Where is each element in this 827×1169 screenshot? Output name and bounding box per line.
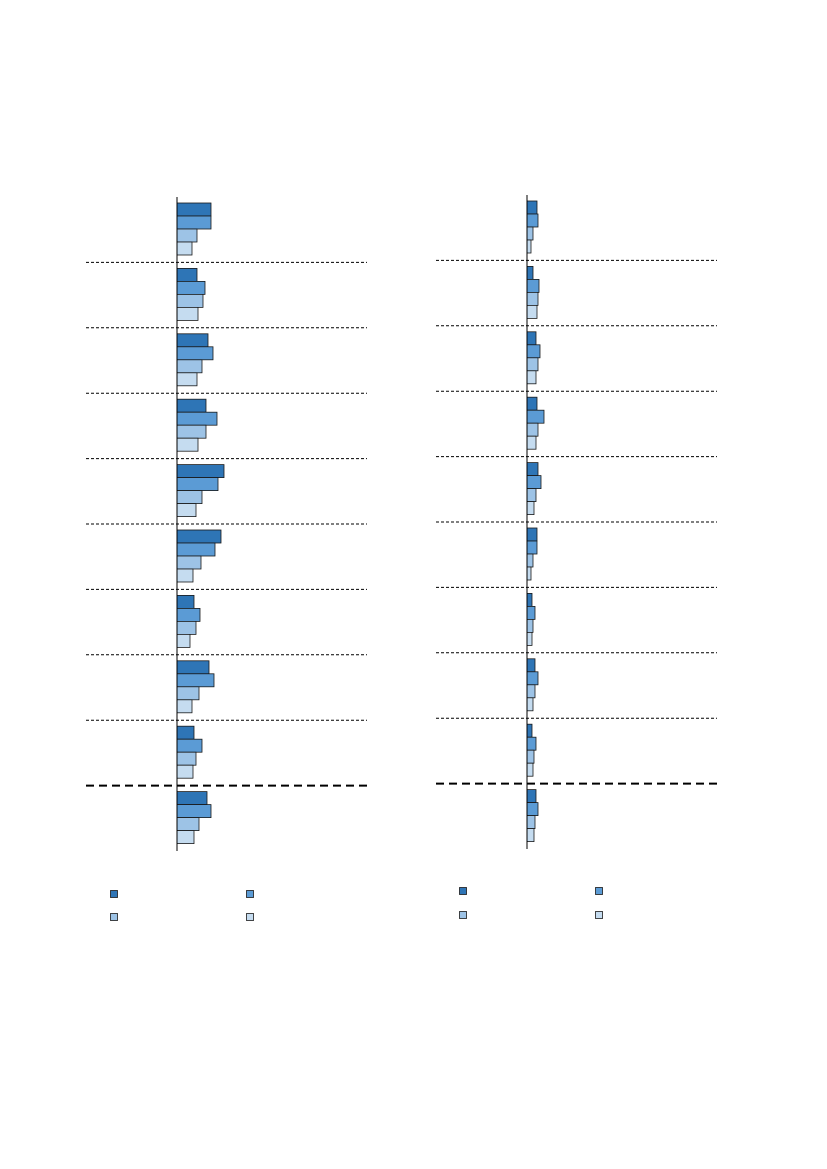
bar bbox=[526, 213, 539, 228]
bar bbox=[176, 764, 194, 779]
legend-marker bbox=[246, 890, 254, 898]
bar bbox=[526, 226, 534, 241]
bar bbox=[176, 529, 222, 544]
bar bbox=[176, 699, 193, 714]
bar bbox=[176, 503, 197, 518]
bar bbox=[176, 751, 197, 766]
bar bbox=[176, 280, 206, 295]
bar bbox=[526, 632, 533, 646]
bar bbox=[176, 228, 198, 243]
bar bbox=[526, 501, 535, 516]
bar bbox=[526, 488, 537, 503]
bar bbox=[176, 241, 193, 256]
bar bbox=[526, 265, 534, 280]
bar bbox=[526, 828, 535, 842]
bar bbox=[176, 372, 198, 387]
bar bbox=[176, 804, 212, 818]
bar bbox=[526, 593, 533, 607]
bar bbox=[176, 830, 195, 844]
bar bbox=[176, 542, 216, 557]
bar bbox=[176, 333, 209, 348]
bar bbox=[526, 619, 534, 633]
bar bbox=[526, 475, 542, 490]
legend-marker bbox=[246, 913, 254, 921]
bar bbox=[526, 684, 536, 699]
bar bbox=[526, 462, 539, 477]
bar bbox=[176, 817, 200, 831]
bar bbox=[176, 437, 199, 452]
bar bbox=[526, 566, 532, 581]
bar bbox=[526, 723, 533, 738]
bar bbox=[526, 304, 538, 319]
bar bbox=[526, 422, 539, 437]
legend-marker bbox=[110, 890, 118, 898]
bar bbox=[176, 568, 194, 583]
bar bbox=[526, 749, 535, 764]
bar bbox=[526, 606, 536, 620]
bar bbox=[526, 736, 537, 751]
bar bbox=[176, 673, 215, 688]
bar bbox=[526, 239, 532, 254]
bar bbox=[526, 331, 537, 346]
bar bbox=[176, 424, 207, 439]
bar bbox=[526, 435, 537, 450]
bar bbox=[176, 555, 202, 570]
bar bbox=[176, 490, 203, 505]
bar bbox=[176, 398, 207, 413]
bar bbox=[526, 658, 536, 673]
bar bbox=[526, 278, 540, 293]
bar bbox=[176, 359, 203, 374]
bar bbox=[526, 357, 539, 372]
bar bbox=[176, 306, 199, 321]
bar bbox=[176, 608, 201, 622]
bar bbox=[526, 697, 534, 712]
bar bbox=[176, 411, 218, 426]
bar bbox=[526, 344, 541, 359]
bar bbox=[526, 671, 539, 686]
bar bbox=[176, 346, 214, 361]
bar bbox=[526, 291, 539, 306]
bar bbox=[176, 267, 198, 282]
bar bbox=[526, 802, 539, 816]
bar bbox=[176, 464, 225, 479]
bar bbox=[526, 762, 534, 777]
bar bbox=[176, 477, 219, 492]
bar bbox=[526, 370, 537, 385]
legend-marker bbox=[110, 913, 118, 921]
bar bbox=[176, 725, 195, 740]
bar bbox=[176, 621, 197, 635]
bar bbox=[176, 660, 210, 675]
bar bbox=[176, 686, 200, 701]
bar bbox=[526, 527, 538, 542]
bar bbox=[176, 791, 208, 805]
bar bbox=[526, 553, 534, 568]
bar bbox=[176, 595, 195, 609]
bar bbox=[526, 815, 536, 829]
bar bbox=[526, 200, 538, 215]
bar bbox=[176, 634, 191, 648]
legend-marker bbox=[459, 887, 467, 895]
bar bbox=[176, 738, 203, 753]
legend-marker bbox=[595, 911, 603, 919]
legend-marker bbox=[595, 887, 603, 895]
bar bbox=[526, 396, 538, 411]
bar bbox=[176, 215, 212, 230]
bar bbox=[176, 293, 204, 308]
bar bbox=[526, 409, 545, 424]
bar bbox=[526, 789, 537, 803]
bar bbox=[526, 540, 538, 555]
legend-marker bbox=[459, 911, 467, 919]
bar bbox=[176, 202, 212, 217]
